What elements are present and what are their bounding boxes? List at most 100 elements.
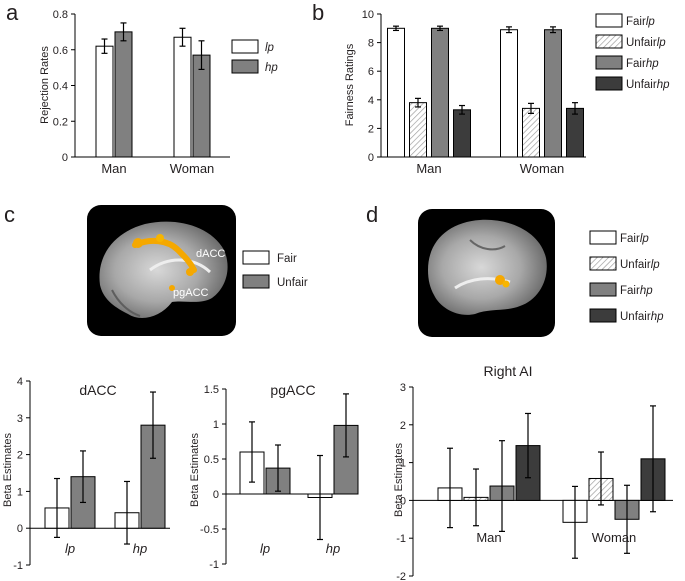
legend-c: Fair Unfair [242,250,308,289]
bar-fair-hp-man [431,27,449,158]
y-tick-label: 0.4 [53,81,68,93]
legend-label: Unfair [277,277,308,289]
y-tick-label: 3 [17,413,23,425]
bar-unfair-hp-man [453,109,471,158]
panel-label-d: d [366,202,378,227]
legend-swatch [595,13,623,28]
legend-swatch [589,282,617,297]
legend-label: hp [265,62,278,74]
category-label: hp [133,541,147,556]
y-tick-label: 0 [213,489,219,501]
chart-title: dACC [79,382,116,398]
legend-swatch [595,34,623,49]
legend-label: Fairlp [620,233,649,245]
legend-label: Fair [277,253,297,265]
y-tick-label: 1 [17,486,23,498]
category-label: Man [416,161,441,176]
legend-label-prefix: Unfair [620,311,651,323]
category-label: Woman [170,161,215,176]
legend-label-prefix: Fair [626,16,646,28]
y-axis-label: Beta Estimates [2,433,14,507]
legend-swatch [242,250,270,265]
legend-label-suffix: lp [646,16,656,28]
y-tick-label: 4 [368,95,374,107]
y-tick-label: 0 [400,495,406,507]
legend-a: lp hp [231,39,278,74]
legend-label: Unfairlp [620,259,660,271]
legend-label-prefix: Fair [620,233,640,245]
y-tick-label: -1 [209,559,219,571]
panel-label-c: c [4,202,15,227]
y-axis-label: Rejection Rates [39,46,51,124]
chart-title: pgACC [270,382,315,398]
y-tick-label: -0.5 [200,524,219,536]
y-tick-label: -1 [396,533,406,545]
legend-label-suffix: hp [640,285,653,297]
category-label: lp [65,541,75,556]
bar-unfair-lp-man [409,102,427,158]
legend-label: Unfairhp [626,79,670,91]
chart-c2: -1 -0.5 0 0.5 1 1.5 Beta Estimates pgACC lp hp [189,382,359,571]
brain-image-lateral [418,209,555,337]
y-axis-label: Beta Estimates [393,443,405,517]
legend-label-prefix: Unfair [620,259,651,271]
legend-label: lp [265,42,275,54]
legend-label-suffix: lp [651,259,661,271]
chart-b: 0 2 4 6 8 10 Fairness Ratings Man Woman [344,9,586,176]
bar-fair-hp-woman [544,29,562,158]
bar-fair-lp-woman [500,29,518,158]
legend-label-prefix: Unfair [626,37,657,49]
y-tick-label: -2 [396,571,406,581]
y-tick-label: 0.6 [53,45,68,57]
legend-swatch [595,55,623,70]
category-label: hp [326,541,340,556]
legend-label-suffix: lp [657,37,667,49]
bar-hp-man [114,31,133,158]
y-tick-label: 10 [362,9,374,21]
bar-lp-man [95,45,114,158]
y-tick-label: 0 [368,152,374,164]
category-label: Woman [592,530,637,545]
y-tick-label: 0.2 [53,116,68,128]
legend-label: Fairhp [626,58,659,70]
legend-label: Unfairhp [620,311,664,323]
legend-label: Fairhp [620,285,653,297]
y-tick-label: 2 [400,420,406,432]
category-label: Woman [520,161,565,176]
legend-swatch [589,256,617,271]
panel-label-a: a [6,0,19,25]
legend-label: Fairlp [626,16,655,28]
bar-hp-woman [192,54,211,158]
y-tick-label: 6 [368,66,374,78]
legend-label-suffix: hp [646,58,659,70]
brain-image-medial: dACC pgACC [87,205,236,336]
y-tick-label: 0.5 [204,454,219,466]
y-tick-label: 1.5 [204,384,219,396]
category-label: Man [101,161,126,176]
category-label: Man [476,530,501,545]
y-tick-label: -1 [13,560,23,572]
chart-c1: -1 0 1 2 3 4 Beta Estimates dACC lp hp [2,376,170,572]
chart-d: -2 -1 0 1 2 3 Beta Estimates Right AI Man Woman [393,363,673,581]
legend-label: Unfairlp [626,37,666,49]
chart-title: Right AI [483,363,532,379]
y-axis-label: Beta Estimates [189,433,201,507]
y-tick-label: 0.8 [53,9,68,21]
y-tick-label: 2 [17,450,23,462]
brain-label-dacc: dACC [196,248,225,260]
y-axis-label: Fairness Ratings [344,43,356,126]
y-tick-label: 1 [400,458,406,470]
panel-label-b: b [312,0,324,25]
bar-unfair-hp-woman [566,107,584,158]
legend-swatch [589,230,617,245]
legend-swatch [231,59,259,74]
legend-swatch [242,274,270,289]
y-tick-label: 3 [400,382,406,394]
legend-label-suffix: hp [657,79,670,91]
y-tick-label: 1 [213,419,219,431]
y-tick-label: 8 [368,38,374,50]
legend-label-prefix: Unfair [626,79,657,91]
y-tick-label: 0 [17,523,23,535]
legend-label-prefix: Fair [620,285,640,297]
